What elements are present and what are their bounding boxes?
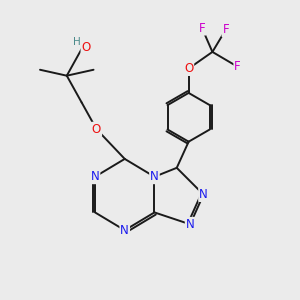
Text: O: O — [92, 123, 101, 136]
Text: H: H — [73, 37, 81, 46]
Text: N: N — [186, 218, 194, 231]
Text: F: F — [223, 23, 229, 36]
Text: N: N — [120, 224, 129, 237]
Text: F: F — [234, 60, 241, 73]
Text: O: O — [82, 41, 91, 54]
Text: N: N — [150, 170, 159, 183]
Text: O: O — [184, 62, 193, 75]
Text: N: N — [199, 188, 208, 201]
Text: N: N — [91, 170, 99, 183]
Text: F: F — [199, 22, 205, 34]
